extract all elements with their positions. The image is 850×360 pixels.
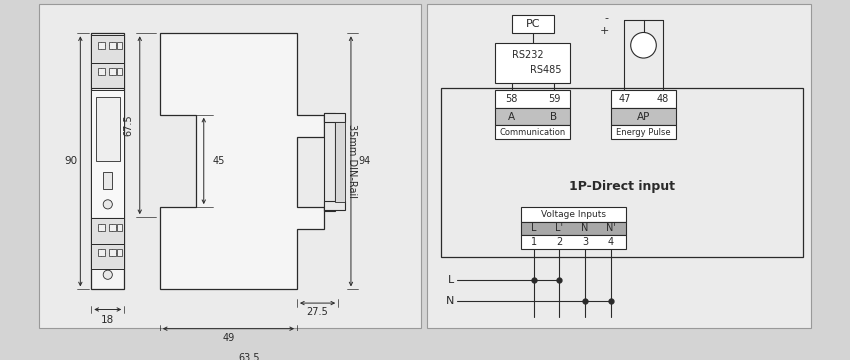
Bar bbox=[496, 90, 570, 108]
Bar bbox=[117, 42, 122, 49]
Bar bbox=[496, 125, 570, 139]
Bar bbox=[117, 249, 122, 256]
Bar bbox=[610, 90, 677, 108]
Text: 35mm DIN-Rail: 35mm DIN-Rail bbox=[347, 124, 357, 198]
Text: 3: 3 bbox=[582, 237, 588, 247]
Bar bbox=[336, 122, 344, 202]
Text: +: + bbox=[599, 26, 609, 36]
Bar bbox=[610, 108, 677, 125]
Polygon shape bbox=[160, 33, 325, 289]
Text: 48: 48 bbox=[656, 94, 669, 104]
Text: N': N' bbox=[606, 223, 615, 233]
Text: B: B bbox=[550, 112, 558, 122]
Bar bbox=[441, 88, 802, 257]
Text: RS485: RS485 bbox=[530, 65, 562, 75]
Text: 1P-Direct input: 1P-Direct input bbox=[569, 180, 675, 193]
Text: -: - bbox=[604, 13, 609, 23]
Bar bbox=[98, 249, 105, 256]
Text: L: L bbox=[448, 275, 454, 285]
Text: 58: 58 bbox=[506, 94, 518, 104]
Text: N: N bbox=[581, 223, 589, 233]
Text: 27.5: 27.5 bbox=[307, 307, 328, 317]
Text: A: A bbox=[508, 112, 515, 122]
Bar bbox=[91, 63, 124, 88]
Circle shape bbox=[103, 270, 112, 279]
Text: 49: 49 bbox=[223, 333, 235, 343]
Text: L: L bbox=[531, 223, 536, 233]
Bar bbox=[427, 4, 811, 328]
Bar bbox=[98, 42, 105, 49]
Bar bbox=[325, 113, 336, 211]
Bar bbox=[39, 4, 422, 328]
Bar bbox=[512, 15, 554, 33]
Text: L': L' bbox=[555, 223, 564, 233]
Bar bbox=[91, 218, 124, 244]
Bar bbox=[325, 201, 344, 210]
Text: Communication: Communication bbox=[500, 128, 566, 137]
Bar bbox=[91, 90, 124, 218]
Bar bbox=[117, 224, 122, 231]
Text: 94: 94 bbox=[358, 156, 371, 166]
Text: 47: 47 bbox=[618, 94, 631, 104]
Text: N: N bbox=[446, 296, 454, 306]
Bar bbox=[521, 235, 626, 249]
Bar bbox=[98, 68, 105, 76]
Text: 4: 4 bbox=[608, 237, 614, 247]
Text: 90: 90 bbox=[65, 156, 77, 166]
Bar bbox=[610, 125, 677, 139]
Text: PC: PC bbox=[525, 19, 540, 29]
Bar bbox=[98, 224, 105, 231]
Bar bbox=[91, 244, 124, 269]
Bar bbox=[521, 222, 626, 235]
Bar bbox=[117, 68, 122, 76]
Bar bbox=[109, 249, 116, 256]
Text: 63.5: 63.5 bbox=[238, 353, 260, 360]
Text: 18: 18 bbox=[101, 315, 115, 325]
Text: RS232: RS232 bbox=[512, 50, 543, 60]
Bar bbox=[109, 42, 116, 49]
Bar bbox=[496, 42, 570, 83]
Bar bbox=[91, 33, 124, 289]
Text: 1: 1 bbox=[530, 237, 537, 247]
Bar bbox=[96, 98, 120, 161]
Text: 67.5: 67.5 bbox=[124, 114, 133, 136]
Circle shape bbox=[103, 200, 112, 209]
Bar bbox=[325, 113, 344, 122]
Text: AP: AP bbox=[637, 112, 650, 122]
Bar bbox=[521, 207, 626, 222]
Circle shape bbox=[631, 32, 656, 58]
Text: Voltage Inputs: Voltage Inputs bbox=[541, 210, 605, 219]
Bar bbox=[496, 108, 570, 125]
Text: 59: 59 bbox=[547, 94, 560, 104]
Text: 45: 45 bbox=[212, 156, 225, 166]
Bar bbox=[103, 172, 112, 189]
Bar bbox=[109, 224, 116, 231]
Text: Energy Pulse: Energy Pulse bbox=[616, 128, 671, 137]
Bar bbox=[91, 35, 124, 63]
Bar bbox=[109, 68, 116, 76]
Text: 2: 2 bbox=[556, 237, 563, 247]
